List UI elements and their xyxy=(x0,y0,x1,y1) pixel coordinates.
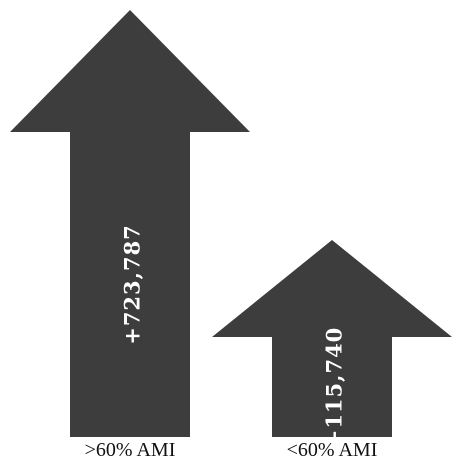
category-label-1: >60% AMI xyxy=(85,439,176,461)
data-label-1: +723,787 xyxy=(120,224,145,345)
arrow-bar-2 xyxy=(212,240,452,437)
arrows-layer xyxy=(10,10,452,437)
arrow-bar-1 xyxy=(10,10,250,437)
data-label-2: +115,740 xyxy=(322,327,347,448)
labels-layer: +723,787 >60% AMI +115,740<60% AMI xyxy=(85,224,378,461)
category-label-2: <60% AMI xyxy=(287,439,378,461)
